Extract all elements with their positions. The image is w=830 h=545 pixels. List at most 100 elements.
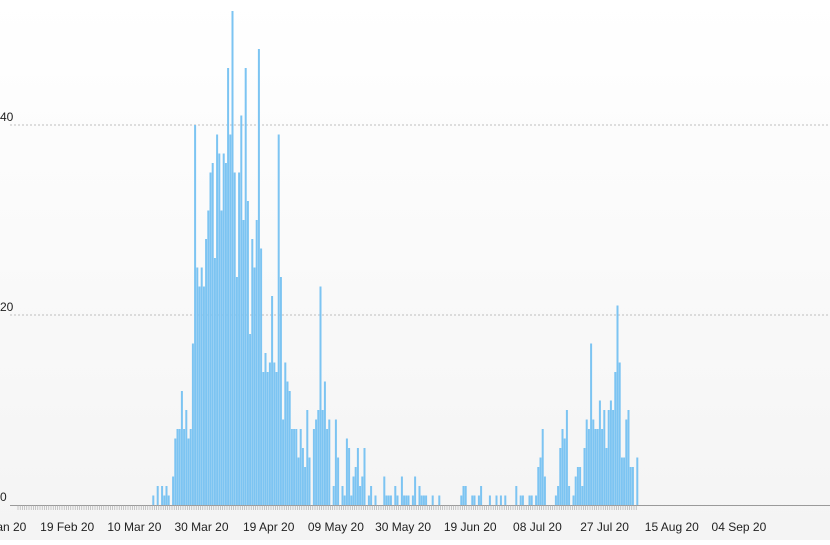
bar[interactable]	[504, 495, 507, 506]
bar[interactable]	[202, 286, 205, 506]
bar[interactable]	[480, 486, 483, 505]
bar[interactable]	[625, 419, 628, 506]
bar[interactable]	[185, 410, 188, 505]
bar[interactable]	[565, 410, 568, 505]
bar[interactable]	[535, 495, 538, 506]
bar[interactable]	[277, 134, 280, 506]
bar[interactable]	[612, 410, 615, 505]
bar[interactable]	[623, 457, 626, 506]
bar[interactable]	[541, 429, 544, 505]
bar[interactable]	[295, 429, 298, 505]
bar[interactable]	[196, 267, 199, 506]
bar[interactable]	[629, 467, 632, 505]
bar[interactable]	[323, 381, 326, 506]
bar[interactable]	[473, 495, 476, 506]
bar[interactable]	[293, 429, 296, 505]
bar[interactable]	[530, 495, 533, 506]
bar[interactable]	[350, 495, 353, 506]
bar[interactable]	[383, 476, 386, 506]
bar[interactable]	[405, 495, 408, 506]
bar[interactable]	[598, 400, 601, 506]
bar[interactable]	[620, 457, 623, 506]
bar[interactable]	[554, 495, 557, 506]
bar[interactable]	[636, 457, 639, 506]
bar[interactable]	[519, 495, 522, 506]
bar[interactable]	[581, 486, 584, 505]
bar[interactable]	[515, 486, 518, 505]
bar[interactable]	[343, 495, 346, 506]
bar[interactable]	[403, 495, 406, 506]
bar[interactable]	[561, 429, 564, 505]
bar[interactable]	[411, 495, 414, 506]
bar[interactable]	[521, 495, 524, 506]
bar[interactable]	[284, 362, 287, 506]
bar[interactable]	[367, 495, 370, 506]
bar[interactable]	[583, 448, 586, 505]
bar[interactable]	[574, 476, 577, 506]
bar[interactable]	[356, 448, 359, 505]
bar[interactable]	[326, 429, 329, 505]
bar[interactable]	[385, 495, 388, 506]
bar[interactable]	[290, 429, 293, 505]
bar[interactable]	[279, 277, 282, 505]
bar[interactable]	[242, 220, 245, 505]
bar[interactable]	[345, 438, 348, 506]
bar[interactable]	[321, 410, 324, 505]
bar[interactable]	[231, 11, 234, 505]
bar[interactable]	[209, 172, 212, 506]
bar[interactable]	[257, 49, 260, 505]
bar[interactable]	[317, 410, 320, 505]
bar[interactable]	[370, 486, 373, 505]
bar[interactable]	[462, 486, 465, 505]
bar[interactable]	[176, 429, 179, 505]
bar[interactable]	[568, 486, 571, 505]
bar[interactable]	[418, 486, 421, 505]
bar[interactable]	[590, 343, 593, 506]
bar[interactable]	[605, 448, 608, 505]
bar[interactable]	[471, 495, 474, 506]
bar[interactable]	[306, 410, 309, 505]
bar[interactable]	[194, 125, 197, 505]
bar[interactable]	[528, 495, 531, 506]
bar[interactable]	[266, 372, 269, 505]
bar[interactable]	[400, 476, 403, 506]
bar[interactable]	[332, 486, 335, 505]
bar[interactable]	[352, 476, 355, 506]
bar[interactable]	[389, 495, 392, 506]
bar[interactable]	[308, 457, 311, 506]
bar[interactable]	[438, 495, 441, 506]
bar[interactable]	[374, 495, 377, 506]
bar[interactable]	[315, 419, 318, 506]
bar[interactable]	[271, 296, 274, 505]
bar[interactable]	[222, 153, 225, 506]
bar[interactable]	[268, 362, 271, 506]
bar[interactable]	[594, 429, 597, 505]
bar[interactable]	[240, 115, 243, 506]
bar[interactable]	[224, 163, 227, 505]
bar[interactable]	[198, 286, 201, 506]
bar[interactable]	[200, 267, 203, 506]
bar[interactable]	[220, 210, 223, 506]
bar[interactable]	[251, 239, 254, 505]
bar[interactable]	[359, 486, 362, 505]
bar[interactable]	[592, 419, 595, 506]
bar[interactable]	[328, 419, 331, 506]
bar[interactable]	[579, 467, 582, 505]
bar[interactable]	[167, 495, 170, 506]
bar[interactable]	[614, 372, 617, 505]
bar[interactable]	[587, 429, 590, 505]
bar[interactable]	[218, 153, 221, 506]
bar[interactable]	[431, 495, 434, 506]
bar[interactable]	[576, 467, 579, 505]
bar[interactable]	[301, 448, 304, 505]
bar[interactable]	[543, 476, 546, 506]
bar[interactable]	[286, 381, 289, 506]
bar[interactable]	[319, 286, 322, 506]
bar[interactable]	[557, 486, 560, 505]
bar[interactable]	[238, 172, 241, 506]
bar[interactable]	[275, 372, 278, 505]
bar[interactable]	[244, 68, 247, 505]
bar[interactable]	[187, 438, 190, 506]
bar[interactable]	[572, 495, 575, 506]
bar[interactable]	[288, 391, 291, 505]
